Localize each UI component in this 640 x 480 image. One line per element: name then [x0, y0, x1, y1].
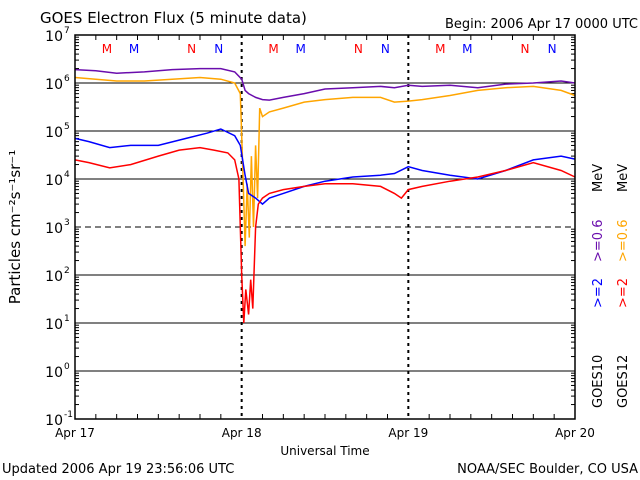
x-tick-label: Apr 20 [555, 426, 595, 440]
y-tick-label: 10 [45, 173, 63, 189]
local-time-marker: N [354, 42, 363, 56]
local-time-marker: M [462, 42, 472, 56]
legend-goes10-a: >=2 [591, 278, 606, 308]
local-time-marker: M [129, 42, 139, 56]
local-time-marker: N [187, 42, 196, 56]
local-time-marker: N [214, 42, 223, 56]
local-time-marker: N [548, 42, 557, 56]
local-time-marker: M [296, 42, 306, 56]
y-tick-label: 10 [45, 29, 63, 45]
series-line-goes10-0-6-mev [74, 67, 576, 101]
legend-goes12-b: >=0.6 [616, 220, 631, 262]
y-tick-label: 10 [45, 317, 63, 333]
local-time-marker: M [268, 42, 278, 56]
y-tick-label: 10 [45, 125, 63, 141]
x-tick-label: Apr 18 [222, 426, 262, 440]
x-axis-label: Universal Time [280, 444, 369, 458]
local-time-marker: N [381, 42, 390, 56]
legend: GOES10 >=2 >=0.6 MeV GOES12 >=2 >=0.6 Me… [591, 164, 631, 408]
legend-goes10-unit: MeV [591, 164, 606, 192]
y-axis-label: Particles cm⁻²s⁻¹sr⁻¹ [6, 150, 24, 304]
legend-goes10-b: >=0.6 [591, 220, 606, 262]
series-line-goes12-2-mev [74, 146, 576, 324]
local-time-marker: N [521, 42, 530, 56]
y-tick-exponent: 7 [64, 26, 70, 36]
y-tick-label: 10 [45, 269, 63, 285]
local-time-marker: M [102, 42, 112, 56]
y-tick-exponent: 6 [64, 74, 70, 84]
updated-label: Updated 2006 Apr 19 23:56:06 UTC [2, 462, 234, 477]
begin-label: Begin: 2006 Apr 17 0000 UTC [445, 17, 638, 32]
y-tick-exponent: 4 [64, 170, 70, 180]
plot-frame [74, 34, 576, 420]
y-tick-label: 10 [45, 221, 63, 237]
chart-title: GOES Electron Flux (5 minute data) [40, 9, 307, 27]
legend-goes10-label: GOES10 [591, 355, 606, 408]
legend-goes12-a: >=2 [616, 278, 631, 308]
series-line-goes12-0-6-mev [74, 76, 576, 247]
y-tick-exponent: 3 [64, 218, 70, 228]
y-tick-exponent: 5 [64, 122, 70, 132]
y-tick-label: 10 [45, 77, 63, 93]
y-tick-label: 10 [45, 413, 63, 429]
y-tick-exponent: -1 [64, 410, 73, 420]
x-tick-label: Apr 19 [388, 426, 428, 440]
y-tick-exponent: 0 [64, 362, 70, 372]
credit-label: NOAA/SEC Boulder, CO USA [457, 462, 638, 477]
y-tick-exponent: 2 [64, 266, 70, 276]
x-tick-label: Apr 17 [55, 426, 95, 440]
legend-goes12-unit: MeV [616, 164, 631, 192]
series-line-goes10-2-mev [74, 128, 576, 206]
y-tick-label: 10 [45, 365, 63, 381]
y-tick-exponent: 1 [64, 314, 70, 324]
local-time-marker: M [435, 42, 445, 56]
legend-goes12-label: GOES12 [616, 355, 631, 408]
